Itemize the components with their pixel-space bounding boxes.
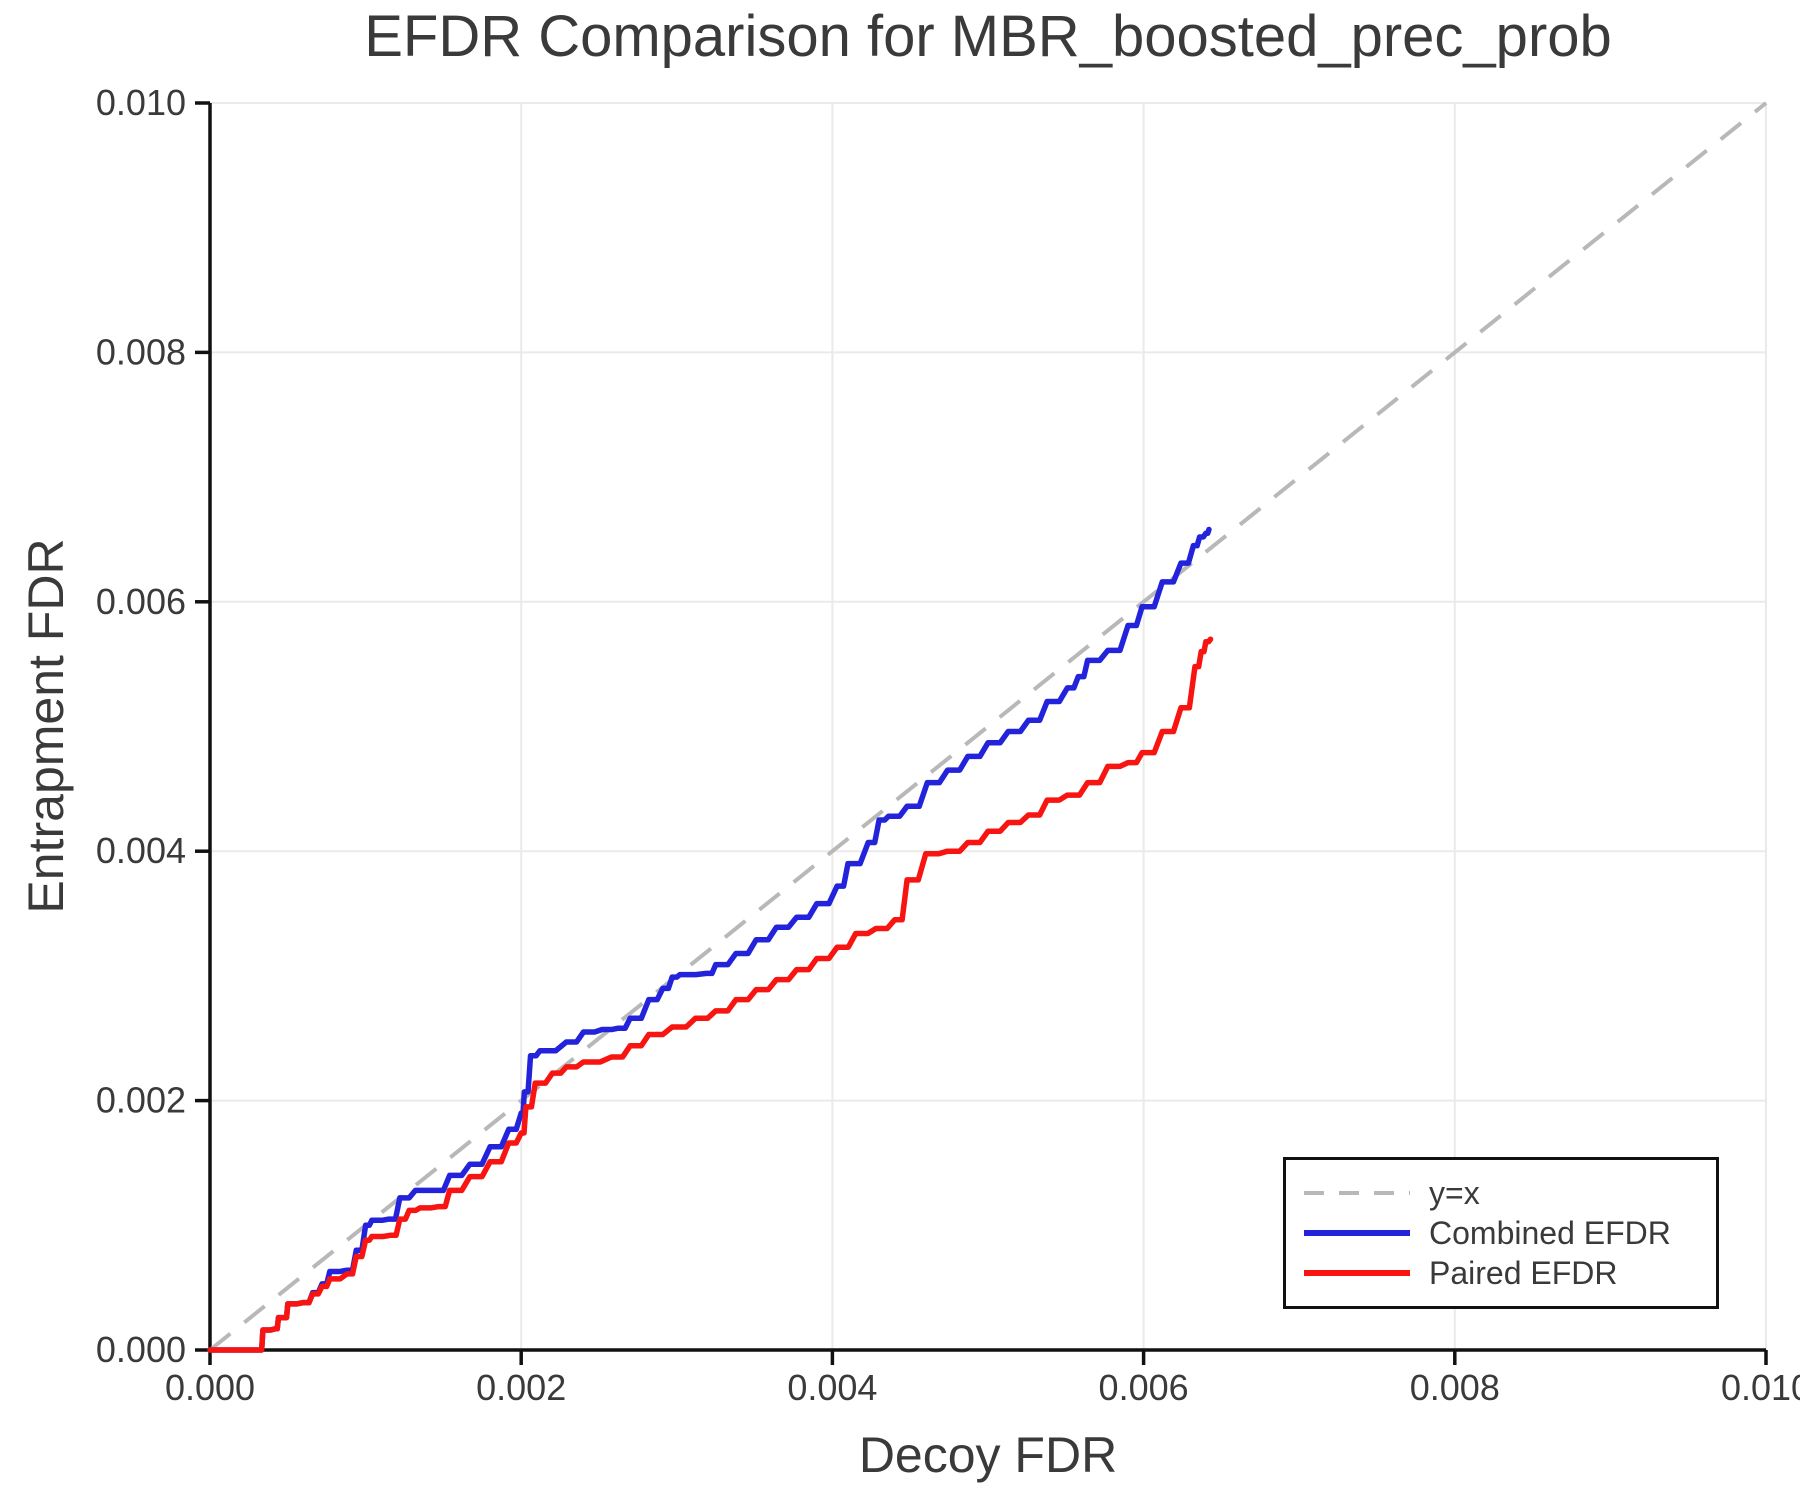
y-axis-label: Entrapment FDR [18,538,74,914]
legend-item-paired: Paired EFDR [1301,1253,1716,1293]
y-tick-label: 0.010 [96,82,186,123]
x-tick-label: 0.010 [1721,1367,1800,1408]
paired-efdr-line [207,636,1214,1353]
combined-line-swatch [1304,1230,1410,1236]
y-tick-label: 0.002 [96,1080,186,1121]
legend-label-paired: Paired EFDR [1429,1255,1618,1291]
y-tick-label: 0.000 [96,1329,186,1370]
chart-title: EFDR Comparison for MBR_boosted_prec_pro… [364,4,1612,69]
combined-efdr-line [207,526,1212,1353]
legend-item-identity: y=x [1301,1173,1716,1213]
paired-line-swatch [1304,1270,1410,1276]
y-tick-label: 0.006 [96,581,186,622]
x-tick-label: 0.008 [1410,1367,1500,1408]
y-tick-label: 0.008 [96,331,186,372]
x-axis-label: Decoy FDR [858,1427,1118,1483]
identity-line [208,101,1768,1352]
x-tick-label: 0.006 [1099,1367,1189,1408]
y-tick-label: 0.004 [96,830,186,871]
legend-label-identity: y=x [1429,1175,1480,1211]
x-tick-label: 0.004 [787,1367,877,1408]
identity-line-swatch [1304,1191,1410,1195]
legend-label-combined: Combined EFDR [1429,1215,1671,1251]
legend-item-combined: Combined EFDR [1301,1213,1716,1253]
legend: y=x Combined EFDR Paired EFDR [1283,1157,1719,1309]
x-tick-label: 0.002 [476,1367,566,1408]
x-tick-label: 0.000 [165,1367,255,1408]
